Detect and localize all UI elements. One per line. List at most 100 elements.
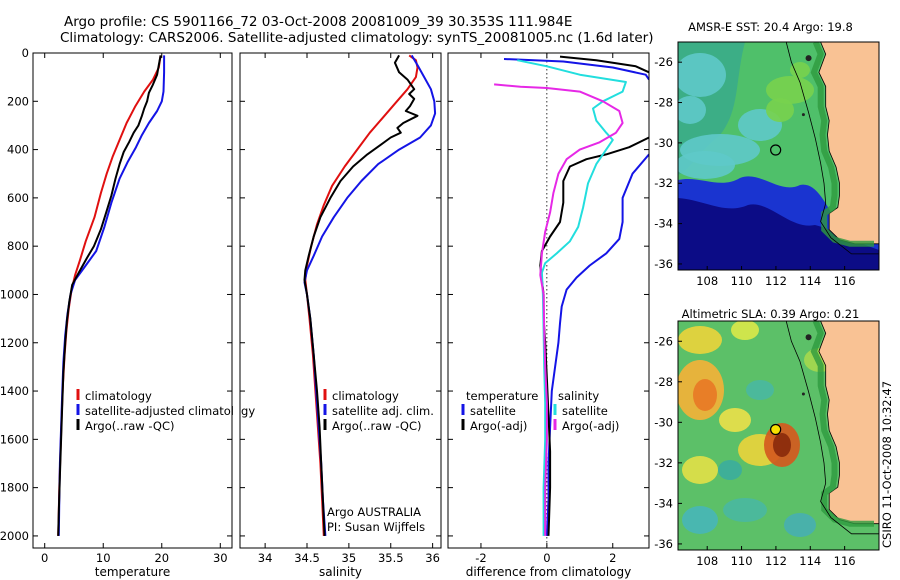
sla-map-ytick-label: -34 bbox=[654, 496, 673, 510]
sla-anomaly-patch bbox=[773, 433, 791, 457]
sla-anomaly-patch bbox=[731, 321, 759, 340]
sst-map: AMSR-E SST: 20.4 Argo: 19.8 108 110 112 114 1… bbox=[654, 20, 880, 288]
sla-map-land bbox=[818, 321, 879, 550]
salinity-annotation: Argo AUSTRALIA bbox=[327, 505, 421, 519]
sla-map-shelf-contour bbox=[785, 321, 879, 535]
sla-anomaly-patch bbox=[723, 498, 767, 522]
salinity-panel: 34 34.5 35 35.5 36 salinity climatologysatelli… bbox=[239, 51, 449, 579]
temperature-axes-box bbox=[32, 52, 233, 549]
timestamp-stamp: CSIRO 11-Oct-2008 10:32:47 bbox=[880, 380, 894, 548]
sla-map-island bbox=[805, 334, 812, 341]
salinity-legend-label: climatology bbox=[332, 389, 399, 403]
salinity-xlabel: salinity bbox=[319, 565, 362, 579]
temperature-series-2 bbox=[57, 55, 162, 536]
temperature-xtick-label: 20 bbox=[154, 551, 169, 565]
temperature-ytick-label: 800 bbox=[7, 239, 29, 253]
profile-panels: 0 10 20 30020040060080010001200140016001800… bbox=[0, 46, 657, 579]
sst-map-frame bbox=[677, 41, 880, 271]
sst-map-xtick-label: 114 bbox=[799, 274, 821, 288]
sla-map-xtick-label: 114 bbox=[799, 554, 821, 568]
temperature-ytick-label: 2000 bbox=[0, 529, 29, 543]
sst-map-ytick-label: -34 bbox=[654, 217, 673, 231]
sla-map-ytick-label: -36 bbox=[654, 537, 673, 551]
sst-map-xtick-label: 110 bbox=[731, 274, 753, 288]
temperature-xtick-label: 10 bbox=[96, 551, 111, 565]
temperature-series-1 bbox=[57, 55, 166, 536]
sla-map-coastal-band bbox=[810, 321, 874, 527]
sla-map-title: Altimetric SLA: 0.39 Argo: 0.21 bbox=[682, 307, 860, 321]
temperature-ytick-label: 1200 bbox=[0, 336, 29, 350]
temperature-ytick-label: 200 bbox=[7, 94, 29, 108]
sla-anomaly-patch bbox=[746, 380, 774, 400]
difference-overflow-mask bbox=[649, 51, 657, 550]
sla-anomaly-patch bbox=[693, 379, 717, 411]
sst-warm-patch bbox=[790, 62, 810, 78]
salinity-legend-label: satellite adj. clim. bbox=[332, 404, 434, 418]
difference-legend-label: Argo(-adj) bbox=[562, 419, 619, 433]
difference-series-1-lower bbox=[539, 136, 650, 536]
sst-map-field bbox=[678, 42, 879, 270]
salinity-series-1 bbox=[303, 54, 437, 536]
salinity-overflow-mask bbox=[441, 51, 449, 550]
temperature-legend-clip bbox=[233, 384, 240, 432]
difference-series-0 bbox=[503, 58, 650, 81]
difference-legend-label: temperature bbox=[466, 389, 538, 403]
sst-warm-patch bbox=[766, 98, 794, 122]
sst-map-ytick-label: -32 bbox=[654, 176, 673, 190]
salinity-xtick-label: 35 bbox=[342, 551, 357, 565]
salinity-legend-label: Argo(..raw -QC) bbox=[332, 419, 422, 433]
sst-map-island bbox=[801, 113, 805, 117]
sst-coldest-water bbox=[678, 198, 879, 270]
figure-title-line2: Climatology: CARS2006. Satellite-adjuste… bbox=[60, 30, 654, 46]
sla-map-island bbox=[801, 392, 805, 396]
temperature-panel: 0 10 20 30 0 200 400 600 800 1000 1200 1400 1600 1800… bbox=[0, 46, 255, 579]
map-panels: AMSR-E SST: 20.4 Argo: 19.8 108 110 112 114 1… bbox=[654, 20, 880, 568]
sst-map-ytick-label: -30 bbox=[654, 136, 673, 150]
salinity-xtick-label: 34.5 bbox=[294, 551, 320, 565]
difference-legend-label: Argo(-adj) bbox=[470, 419, 527, 433]
salinity-axes-box bbox=[239, 52, 442, 549]
temperature-legend-label: climatology bbox=[85, 389, 152, 403]
difference-xtick-label: -2 bbox=[475, 551, 486, 565]
sla-map-argo-marker bbox=[770, 423, 782, 436]
salinity-xtick-label: 36 bbox=[425, 551, 440, 565]
sla-map-xtick-label: 108 bbox=[696, 554, 718, 568]
sla-map: Altimetric SLA: 0.39 Argo: 0.21 108 110 112… bbox=[654, 307, 880, 568]
sst-map-xtick-label: 116 bbox=[834, 274, 856, 288]
temperature-ytick-label: 0 bbox=[22, 46, 29, 60]
difference-xtick-label: 2 bbox=[609, 551, 616, 565]
sst-cool-patch bbox=[678, 96, 706, 124]
sla-map-ytick-label: -32 bbox=[654, 456, 673, 470]
sla-anomaly-patch bbox=[719, 408, 751, 432]
salinity-xtick-label: 34 bbox=[258, 551, 273, 565]
sla-map-ytick-label: -26 bbox=[654, 334, 673, 348]
sla-map-ytick-label: -30 bbox=[654, 415, 673, 429]
sst-map-ytick-label: -26 bbox=[654, 55, 673, 69]
sst-cool-patch bbox=[678, 151, 735, 179]
difference-xlabel: difference from climatology bbox=[466, 565, 632, 579]
sla-map-xtick-label: 112 bbox=[765, 554, 787, 568]
sst-map-ytick-label: -36 bbox=[654, 257, 673, 271]
sla-anomaly-patch bbox=[682, 456, 718, 484]
sla-map-frame bbox=[677, 320, 880, 551]
sst-cool-patch bbox=[678, 53, 726, 97]
difference-series-3 bbox=[494, 83, 624, 536]
sst-map-argo-marker bbox=[770, 144, 782, 156]
salinity-annotation: PI: Susan Wijffels bbox=[327, 520, 425, 534]
sla-map-field bbox=[678, 321, 879, 550]
sla-anomaly-patch bbox=[682, 506, 718, 534]
salinity-series-2 bbox=[303, 54, 419, 536]
sst-map-title: AMSR-E SST: 20.4 Argo: 19.8 bbox=[688, 20, 853, 34]
sla-anomaly-patch bbox=[784, 513, 816, 537]
sst-warm-patch bbox=[766, 76, 814, 104]
temperature-overflow-mask bbox=[232, 51, 240, 550]
sst-map-shelf-contour bbox=[785, 42, 879, 255]
difference-axes-box bbox=[447, 52, 650, 549]
temperature-xlabel: temperature bbox=[95, 565, 170, 579]
salinity-xtick-label: 35.5 bbox=[378, 551, 404, 565]
difference-legend-label: satellite bbox=[470, 404, 516, 418]
figure-title-line1: Argo profile: CS 5901166_72 03-Oct-2008 … bbox=[64, 14, 573, 30]
temperature-ytick-label: 400 bbox=[7, 143, 29, 157]
